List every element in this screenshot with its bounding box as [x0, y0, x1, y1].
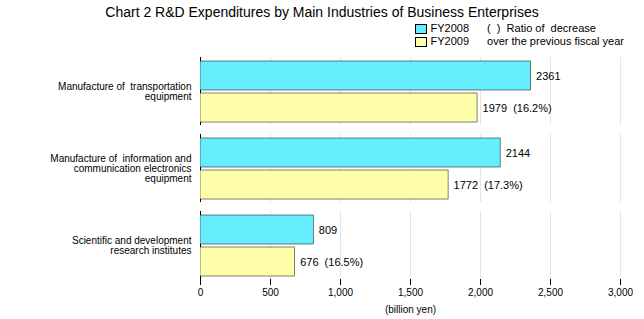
html-text:Chart 2 R&D Expenditures by Ma: Chart 2 R&D Expenditures by Main Industr…	[105, 4, 539, 20]
svg-text:1,500: 1,500	[398, 287, 423, 298]
svg-text:0: 0	[198, 287, 204, 298]
svg-text:(billion yen): (billion yen)	[385, 304, 436, 315]
svg-text:809: 809	[319, 224, 337, 236]
svg-text:3,000: 3,000	[608, 287, 633, 298]
svg-text:Scientific and developmentrese: Scientific and developmentresearch insti…	[72, 235, 192, 256]
svg-text:2361: 2361	[536, 70, 560, 82]
svg-text:2,500: 2,500	[538, 287, 563, 298]
svg-text:500: 500	[262, 287, 279, 298]
svg-text:1,000: 1,000	[328, 287, 353, 298]
svg-text:Manufacture of transportation: Manufacture of transportationequipment	[58, 81, 192, 102]
html-text:over the previous fiscal year: over the previous fiscal year	[487, 35, 624, 47]
svg-text:2,000: 2,000	[468, 287, 493, 298]
svg-text:2144: 2144	[506, 147, 530, 159]
svg-text:Manufacture of information an: Manufacture of information andcommunicat…	[50, 153, 191, 184]
html-text:FY2008: FY2008	[430, 22, 469, 34]
svg-text:1772 (17.3%): 1772 (17.3%)	[454, 179, 523, 191]
html-text:( ) Ratio of decrease: ( ) Ratio of decrease	[487, 22, 596, 34]
svg-text:1979 (16.2%): 1979 (16.2%)	[483, 102, 552, 114]
html-text:FY2009: FY2009	[430, 35, 469, 47]
svg-text:676 (16.5%): 676 (16.5%)	[300, 256, 363, 268]
